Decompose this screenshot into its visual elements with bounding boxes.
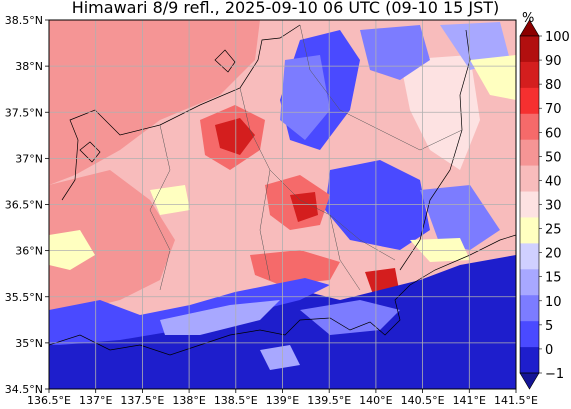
colorbar-segment xyxy=(520,217,539,244)
colorbar-label: 20 xyxy=(545,247,562,262)
x-tick-label: 141.5°E xyxy=(494,394,538,407)
x-tick-label: 139.5°E xyxy=(307,394,351,407)
latitude-axis: 38.5°N 38°N 37.5°N 37°N 36.5°N 36°N 35.5°N 35°N… xyxy=(5,14,49,396)
colorbar-unit: % xyxy=(522,11,535,26)
colorbar-label: 100 xyxy=(545,30,570,45)
longitude-axis: 136.5°E 137°E 137.5°E 138°E 138.5°E 139°E 139.… xyxy=(27,389,538,407)
x-tick-label: 137°E xyxy=(79,394,112,407)
colorbar-segment xyxy=(520,191,539,218)
colorbar-extend-top xyxy=(519,19,540,37)
colorbar-label: 90 xyxy=(545,54,562,69)
y-tick-label: 36.5°N xyxy=(5,199,43,212)
colorbar-label: 70 xyxy=(545,102,562,117)
x-tick-label: 140.5°E xyxy=(401,394,445,407)
x-tick-label: 138°E xyxy=(172,394,205,407)
colorbar-label: 60 xyxy=(545,126,562,141)
y-tick-label: 38.5°N xyxy=(5,14,43,27)
colorbar-segment xyxy=(520,113,539,140)
colorbar-label: 5 xyxy=(545,319,553,334)
x-tick-label: 141°E xyxy=(453,394,486,407)
colorbar-segment xyxy=(520,243,539,270)
y-tick-label: 36°N xyxy=(15,245,43,258)
y-tick-label: 37.5°N xyxy=(5,106,43,119)
colorbar-label: 10 xyxy=(545,295,562,310)
x-tick-label: 137.5°E xyxy=(120,394,164,407)
x-tick-label: 136.5°E xyxy=(27,394,71,407)
colorbar-segment xyxy=(520,139,539,166)
colorbar-label: 80 xyxy=(545,78,562,93)
prefecture-boundaries xyxy=(149,24,463,291)
y-tick-label: 35°N xyxy=(15,337,43,350)
x-tick-label: 140°E xyxy=(359,394,392,407)
colorbar-label: 40 xyxy=(545,174,562,189)
colorbar-label: 15 xyxy=(545,271,562,286)
y-tick-label: 37°N xyxy=(15,152,43,165)
colorbar-segment xyxy=(520,269,539,296)
colorbar-label: 25 xyxy=(545,223,562,238)
colorbar-segment xyxy=(520,36,539,63)
y-tick-label: 35.5°N xyxy=(5,291,43,304)
colorbar-segment xyxy=(520,165,539,192)
y-tick-label: 34.5°N xyxy=(5,383,43,396)
map-title: Himawari 8/9 refl., 2025-09-10 06 UTC (0… xyxy=(71,0,500,17)
colorbar-extend-bottom xyxy=(519,372,540,390)
colorbar-label: 30 xyxy=(545,199,562,214)
colorbar-segment xyxy=(520,87,539,115)
colorbar-label: 0 xyxy=(545,343,553,358)
colorbar-segment xyxy=(520,321,539,348)
x-tick-label: 139°E xyxy=(266,394,299,407)
colorbar-segment xyxy=(520,347,539,374)
colorbar-label: 50 xyxy=(545,150,562,165)
x-tick-label: 138.5°E xyxy=(214,394,258,407)
colorbar-segment xyxy=(520,295,539,322)
colorbar-label: −1 xyxy=(545,367,564,382)
colorbar-segment xyxy=(520,61,539,89)
y-tick-label: 38°N xyxy=(15,60,43,73)
